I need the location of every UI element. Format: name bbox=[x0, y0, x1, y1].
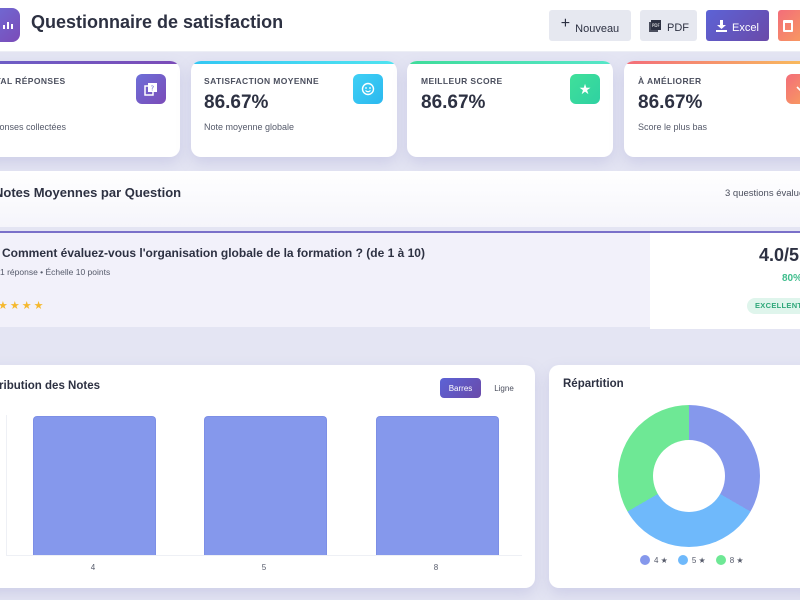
stat-label: À AMÉLIORER bbox=[638, 76, 702, 86]
stat-value: 86.67% bbox=[421, 92, 486, 113]
legend-label: 4 ★ bbox=[654, 555, 668, 565]
question-score-panel: 4.0/5 80% EXCELLENT bbox=[650, 233, 800, 329]
new-button-label: Nouveau bbox=[575, 22, 620, 35]
svg-text:?: ? bbox=[151, 85, 155, 93]
pdf-button[interactable]: PDF PDF bbox=[640, 10, 697, 41]
excel-button-label: Excel bbox=[732, 21, 759, 34]
stat-label: TOTAL RÉPONSES bbox=[0, 76, 66, 86]
page-header: Questionnaire de satisfaction + Nouveau … bbox=[0, 0, 800, 52]
stat-subtext: Score le plus bas bbox=[638, 122, 708, 132]
chart-legend: 4 ★ 5 ★ 8 ★ bbox=[640, 555, 744, 565]
section-title: Notes Moyennes par Question bbox=[0, 185, 182, 200]
legend-dot-icon bbox=[640, 555, 650, 565]
legend-item-4[interactable]: 4 ★ bbox=[640, 555, 668, 565]
x-tick-label: 5 bbox=[261, 563, 267, 572]
delete-button[interactable] bbox=[778, 10, 800, 41]
card-accent-bar bbox=[624, 61, 800, 64]
plus-icon: + bbox=[560, 14, 571, 32]
repartition-chart-card: Répartition 4 ★ 5 ★ 8 ★ bbox=[549, 365, 800, 588]
chevron-down-icon bbox=[786, 74, 800, 104]
toggle-bars-button[interactable]: Barres bbox=[440, 378, 481, 398]
download-icon bbox=[716, 19, 728, 32]
legend-dot-icon bbox=[677, 555, 688, 565]
x-tick-label: 4 bbox=[90, 563, 96, 572]
new-button[interactable]: + Nouveau bbox=[549, 10, 631, 41]
bar-4[interactable] bbox=[33, 416, 156, 555]
stat-card-best-score: MEILLEUR SCORE 86.67% ★ bbox=[407, 61, 613, 157]
legend-label: 8 ★ bbox=[729, 555, 744, 565]
section-header: Notes Moyennes par Question 3 questions … bbox=[0, 171, 800, 227]
stat-label: MEILLEUR SCORE bbox=[421, 76, 503, 86]
x-tick-label: 8 bbox=[433, 563, 439, 572]
repartition-title: Répartition bbox=[563, 378, 624, 390]
card-accent-bar bbox=[407, 61, 613, 64]
stat-label: SATISFACTION MOYENNE bbox=[204, 76, 320, 86]
star-rating-icon: ★★★★ bbox=[0, 300, 46, 312]
stat-value: 86.67% bbox=[204, 92, 269, 113]
stat-subtext: Réponses collectées bbox=[0, 122, 67, 132]
distribution-title: Distribution des Notes bbox=[0, 380, 100, 392]
question-item[interactable]: Comment évaluez-vous l'organisation glob… bbox=[0, 231, 800, 329]
stat-value: 86.67% bbox=[638, 92, 703, 113]
legend-item-8[interactable]: 8 ★ bbox=[715, 555, 744, 565]
distribution-chart-card: Distribution des Notes Barres Ligne 4 5 … bbox=[0, 365, 535, 588]
status-badge: EXCELLENT bbox=[747, 298, 800, 314]
question-score: 4.0/5 bbox=[759, 245, 800, 265]
question-meta: 1 réponse • Échelle 10 points bbox=[0, 267, 111, 277]
star-icon: ★ bbox=[570, 74, 600, 104]
legend-label: 5 ★ bbox=[691, 555, 706, 565]
stat-card-to-improve: À AMÉLIORER 86.67% Score le plus bas bbox=[624, 61, 800, 157]
chart-icon bbox=[3, 22, 13, 29]
legend-dot-icon bbox=[715, 555, 726, 565]
app-logo bbox=[0, 8, 20, 42]
trash-icon bbox=[783, 19, 793, 32]
stat-card-total-responses: TOTAL RÉPONSES Réponses collectées ? bbox=[0, 61, 180, 157]
card-accent-bar bbox=[191, 61, 397, 64]
pdf-button-label: PDF bbox=[667, 21, 689, 34]
stat-subtext: Note moyenne globale bbox=[204, 122, 295, 132]
donut-chart[interactable] bbox=[618, 405, 760, 547]
question-copy-icon: ? bbox=[136, 74, 166, 104]
question-count: 3 questions évaluées bbox=[725, 188, 800, 199]
excel-button[interactable]: Excel bbox=[706, 10, 769, 41]
smiley-icon bbox=[353, 74, 383, 104]
card-accent-bar bbox=[0, 61, 180, 64]
pdf-icon: PDF bbox=[649, 19, 661, 32]
toggle-line-button[interactable]: Ligne bbox=[494, 383, 514, 393]
page-title: Questionnaire de satisfaction bbox=[31, 12, 284, 32]
bar-plot-area bbox=[6, 415, 522, 556]
bar-8[interactable] bbox=[376, 416, 499, 555]
bar-5[interactable] bbox=[204, 416, 327, 555]
question-percent: 80% bbox=[782, 273, 800, 284]
question-title: Comment évaluez-vous l'organisation glob… bbox=[2, 246, 425, 260]
legend-item-5[interactable]: 5 ★ bbox=[677, 555, 706, 565]
stat-card-average-satisfaction: SATISFACTION MOYENNE 86.67% Note moyenne… bbox=[191, 61, 397, 157]
svg-text:PDF: PDF bbox=[652, 23, 660, 28]
